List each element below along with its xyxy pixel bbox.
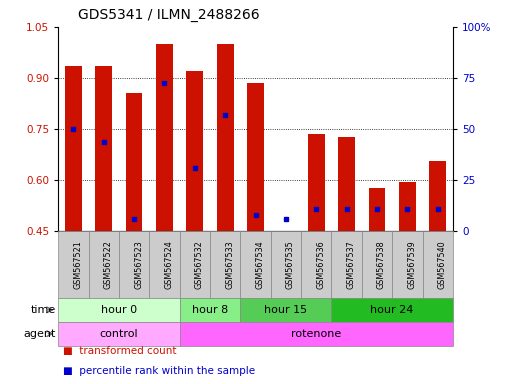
Bar <box>156 44 173 231</box>
Text: GSM567539: GSM567539 <box>407 240 416 289</box>
Text: GSM567535: GSM567535 <box>285 240 294 289</box>
Text: ■  percentile rank within the sample: ■ percentile rank within the sample <box>63 366 255 376</box>
Bar <box>398 182 415 231</box>
Text: agent: agent <box>23 329 56 339</box>
Text: GSM567532: GSM567532 <box>194 240 204 289</box>
Bar <box>307 134 324 231</box>
Text: GSM567540: GSM567540 <box>437 240 446 289</box>
Bar <box>65 66 82 231</box>
Text: GSM567521: GSM567521 <box>73 240 82 289</box>
Text: GSM567523: GSM567523 <box>134 240 143 289</box>
Text: GSM567533: GSM567533 <box>225 240 234 289</box>
Text: GSM567524: GSM567524 <box>164 240 173 289</box>
Text: hour 0: hour 0 <box>100 305 137 315</box>
Text: hour 8: hour 8 <box>191 305 228 315</box>
Text: rotenone: rotenone <box>290 329 341 339</box>
Text: hour 15: hour 15 <box>264 305 307 315</box>
Bar <box>429 161 445 231</box>
Text: GDS5341 / ILMN_2488266: GDS5341 / ILMN_2488266 <box>78 8 260 22</box>
Text: time: time <box>30 305 56 315</box>
Text: GSM567537: GSM567537 <box>346 240 355 289</box>
Text: control: control <box>99 329 138 339</box>
Bar <box>217 44 233 231</box>
Text: ■  transformed count: ■ transformed count <box>63 346 176 356</box>
Bar <box>95 66 112 231</box>
Bar <box>247 83 264 231</box>
Text: GSM567538: GSM567538 <box>376 240 385 289</box>
Text: GSM567522: GSM567522 <box>104 240 113 289</box>
Bar <box>126 93 142 231</box>
Bar <box>368 188 385 231</box>
Bar <box>186 71 203 231</box>
Text: GSM567536: GSM567536 <box>316 240 325 289</box>
Text: GSM567534: GSM567534 <box>255 240 264 289</box>
Bar <box>337 137 355 231</box>
Text: hour 24: hour 24 <box>370 305 413 315</box>
